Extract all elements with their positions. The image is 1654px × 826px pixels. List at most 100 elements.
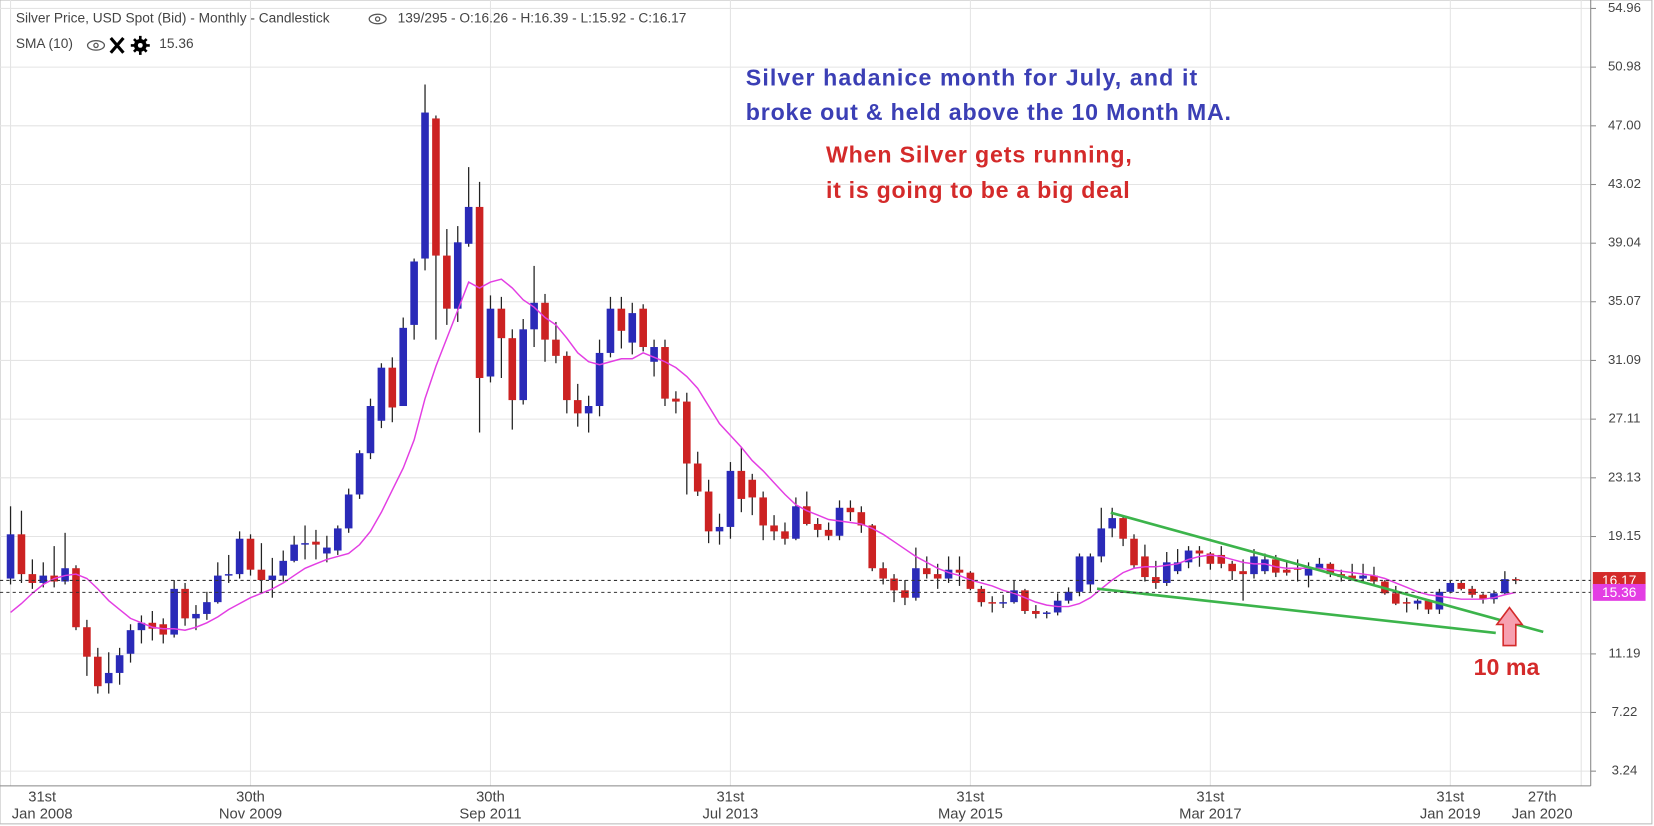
trendline [1110,511,1544,634]
candle-body [235,538,244,575]
plot [6,84,1520,694]
remove-icon[interactable] [109,36,125,54]
candle-body [475,206,484,378]
y-tick-label: 47.00 [1608,117,1641,132]
x-tick-label-box: 31st Jan 2008 [11,787,73,822]
candle-body [824,529,833,536]
candle-body [1021,590,1029,611]
x-tick-label: 30th Nov 2009 [218,787,283,822]
candle-body [1261,559,1269,572]
x-tick-label: 31st Jan 2008 [11,787,73,822]
sma-price-tag [1592,583,1646,601]
eye-icon [86,13,387,51]
annotation: When Silver gets running, [826,141,1132,167]
annotation: it is going to be a big deal [826,177,1130,203]
candle-body [279,560,288,576]
x-tick-label: 31st May 2015 [937,787,1003,822]
annotation: broke out & held above the 10 Month MA. [746,99,1231,125]
candle-body [181,588,189,619]
candle-body [737,470,746,499]
candle-body [1097,528,1106,557]
candle-body [1304,568,1313,576]
candle-body [453,242,462,309]
candle-body [355,453,364,495]
candle-body [312,541,320,545]
candle-body [1195,550,1204,554]
x-tick-label-box: 31st Jan 2019 [1420,788,1481,822]
candle-body [246,538,255,570]
candle-body [28,574,37,583]
candle-body [104,672,113,684]
y-tick-label: 43.02 [1608,176,1641,191]
candle-body [835,507,844,536]
candle-body [192,613,200,619]
candle-body [443,255,451,309]
candle-body [410,261,418,325]
candle-body [726,470,735,527]
candle-body [1413,600,1422,604]
candle-body [715,526,724,532]
candle-body [1468,588,1476,595]
candle-body [541,302,549,340]
candle-body [1032,610,1040,614]
annotation: Silver hadanice month for July, and it [746,64,1198,90]
y-tick-label: 19.15 [1608,528,1641,543]
candle-body [944,569,953,579]
candle-body [1479,594,1487,600]
candle-body [1119,518,1127,539]
candle-body [1184,550,1193,563]
candle-body [1075,556,1084,592]
x-tick-label-box: 31st Jul 2013 [703,788,759,822]
candle-body [268,575,277,581]
indicator-value: 15.36 [159,36,194,51]
candle-body [628,313,637,343]
candle-body [137,622,146,631]
candle-body [126,630,135,654]
candle-body [573,400,582,414]
y-tick-label: 7.22 [1612,704,1638,719]
y-tick-label: 3.24 [1612,763,1638,778]
candle-body [901,590,909,598]
candle-body [333,528,342,551]
candle-body [988,602,997,604]
candle-body [366,406,375,454]
candle-body [530,302,538,330]
candle-body [290,544,298,561]
candle-body [1162,562,1171,583]
x-tick-label: 31st Mar 2017 [1179,787,1242,822]
candle-body [1511,579,1520,581]
candle-body [323,547,331,554]
candle-body [421,112,429,259]
candle-body [693,463,702,492]
candle-body [999,602,1007,604]
candle-body [1359,575,1367,579]
candle-body [704,491,713,532]
candle-body [1490,593,1498,600]
candle-body [224,574,233,576]
candle-body [519,329,527,401]
candle-body [508,338,517,401]
annotation: 10 ma [1474,654,1541,680]
candle-body [912,568,920,598]
y-tick-label: 39.04 [1608,235,1641,250]
candle-body [1064,591,1073,601]
candle-body [39,575,48,583]
candle-body [399,327,408,407]
candle-body [1130,538,1138,566]
settings-icon[interactable] [130,35,150,55]
candle-body [1315,563,1324,569]
candle-body [1010,590,1018,603]
candle-body [857,512,866,526]
candle-body [661,347,669,399]
candle-body [83,627,91,657]
candle-body [1173,562,1182,572]
candle-body [115,655,124,673]
candle-body [922,568,931,575]
sma-price-label: 15.36 [1602,585,1637,600]
candle-body [257,569,266,581]
ohlc-info: 139/295 - O:16.26 - H:16.39 - L:15.92 - … [398,11,687,26]
candle-body [170,588,178,635]
candle-body [552,339,560,356]
